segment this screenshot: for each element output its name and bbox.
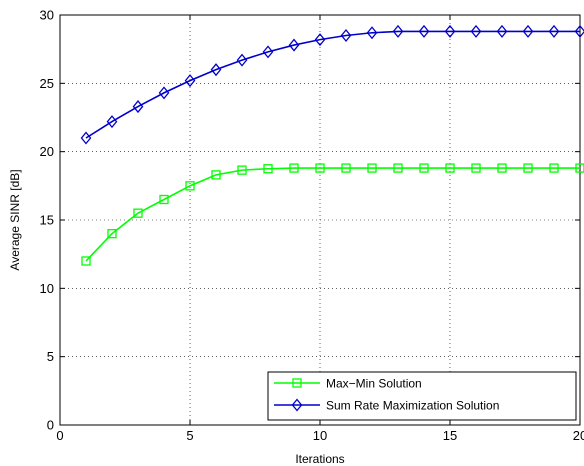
data-point xyxy=(288,38,300,52)
data-point xyxy=(80,131,92,145)
y-tick-label: 20 xyxy=(40,144,54,159)
data-point xyxy=(419,163,429,173)
data-point xyxy=(262,45,274,59)
data-point xyxy=(497,163,507,173)
y-tick-label: 25 xyxy=(40,76,54,91)
series-0 xyxy=(81,163,584,266)
data-point xyxy=(574,24,584,38)
data-point xyxy=(549,163,559,173)
data-point xyxy=(184,74,196,88)
data-point xyxy=(185,181,195,191)
legend-label: Sum Rate Maximization Solution xyxy=(326,399,499,413)
data-point xyxy=(289,163,299,173)
data-point xyxy=(211,170,221,180)
data-point xyxy=(367,163,377,173)
x-tick-label: 5 xyxy=(186,428,193,443)
legend-marker xyxy=(292,378,302,388)
data-series xyxy=(80,24,584,266)
data-point xyxy=(470,24,482,38)
x-tick-label: 20 xyxy=(573,428,584,443)
axis-ticks: 0 5 10 15 20 0 5 10 15 20 25 30 xyxy=(40,8,584,444)
data-point xyxy=(575,163,584,173)
x-tick-label: 0 xyxy=(56,428,63,443)
legend-label: Max−Min Solution xyxy=(326,377,422,391)
y-axis-label: Average SINR [dB] xyxy=(8,169,22,270)
data-point xyxy=(418,24,430,38)
grid-lines xyxy=(60,15,580,425)
data-point xyxy=(366,26,378,40)
x-axis-label: Iterations xyxy=(295,452,344,466)
data-point xyxy=(445,163,455,173)
data-point xyxy=(132,100,144,114)
data-point xyxy=(210,63,222,77)
legend-marker xyxy=(291,398,303,412)
legend: Max−Min Solution Sum Rate Maximization So… xyxy=(267,371,577,421)
data-point xyxy=(81,256,91,266)
data-point xyxy=(133,208,143,218)
x-tick-label: 10 xyxy=(313,428,327,443)
data-point xyxy=(548,24,560,38)
data-point xyxy=(393,163,403,173)
data-point xyxy=(106,115,118,129)
data-point xyxy=(523,163,533,173)
data-point xyxy=(237,165,247,175)
y-tick-label: 5 xyxy=(47,349,54,364)
data-point xyxy=(444,24,456,38)
data-point xyxy=(158,86,170,100)
data-point xyxy=(341,163,351,173)
y-tick-label: 0 xyxy=(47,418,54,433)
data-point xyxy=(471,163,481,173)
y-tick-label: 15 xyxy=(40,213,54,228)
data-point xyxy=(522,24,534,38)
data-point xyxy=(263,164,273,174)
data-point xyxy=(314,33,326,47)
y-tick-label: 30 xyxy=(40,8,54,23)
legend-box xyxy=(267,371,577,421)
data-point xyxy=(315,163,325,173)
x-tick-label: 15 xyxy=(443,428,457,443)
data-point xyxy=(236,53,248,67)
data-point xyxy=(392,24,404,38)
series-1 xyxy=(80,24,584,145)
data-point xyxy=(496,24,508,38)
data-point xyxy=(107,229,117,239)
y-tick-label: 10 xyxy=(40,281,54,296)
data-point xyxy=(159,194,169,205)
data-point xyxy=(340,28,352,43)
